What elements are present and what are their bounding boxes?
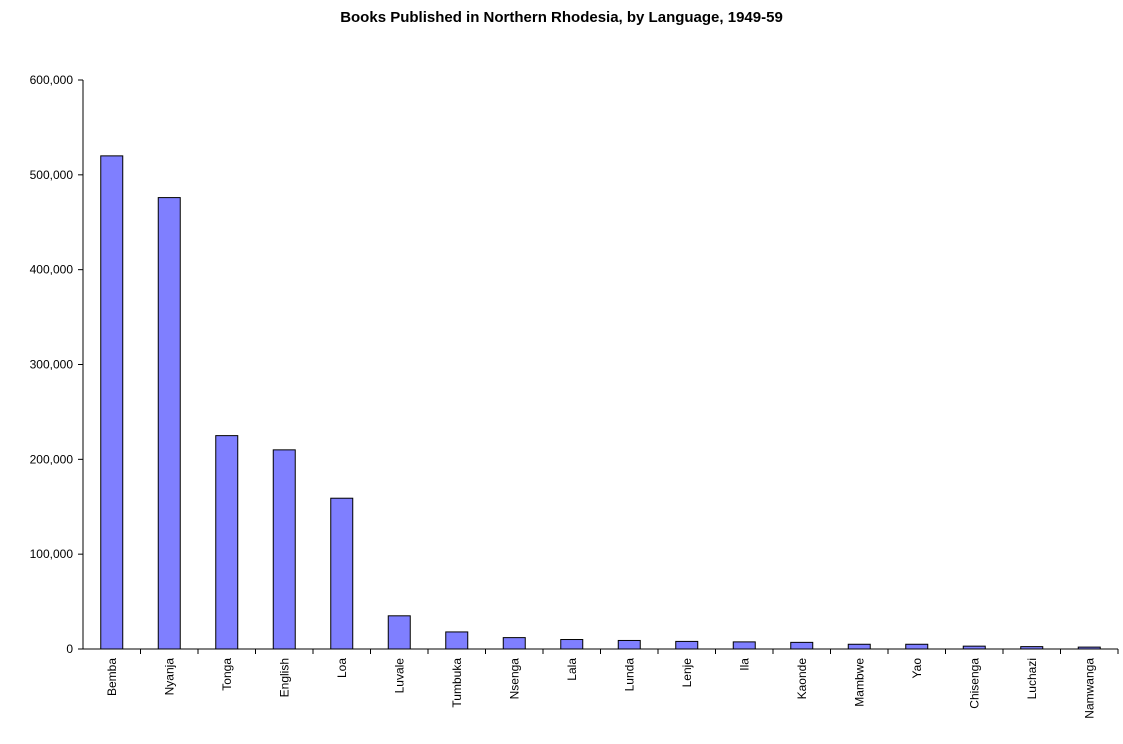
bar-bemba: [100, 155, 124, 650]
x-tick-label: Nyanja: [162, 658, 176, 696]
y-tick-label: 0: [66, 642, 73, 656]
x-tick-label: Bemba: [105, 658, 119, 696]
x-tick-label: Chisenga: [967, 658, 981, 709]
bar-english: [272, 449, 296, 650]
bar-tonga: [215, 435, 239, 650]
bar-namwanga: [1077, 646, 1101, 650]
x-tick-label: Yao: [910, 658, 924, 679]
y-tick-label: 300,000: [30, 358, 74, 372]
x-tick-label: Luvale: [392, 658, 406, 694]
x-tick-label: Ila: [737, 658, 751, 671]
x-tick-label: Tumbuka: [450, 658, 464, 708]
bar-kaonde: [790, 641, 814, 650]
bar-lunda: [617, 639, 641, 650]
bar-lala: [560, 639, 584, 650]
x-tick-label: Luchazi: [1025, 658, 1039, 699]
x-tick-label: Nsenga: [507, 658, 521, 700]
bar-ila: [732, 641, 756, 650]
bar-tumbuka: [445, 631, 469, 650]
y-tick-label: 600,000: [30, 73, 74, 87]
x-tick-label: Lunda: [622, 658, 636, 692]
bar-lenje: [675, 640, 699, 650]
bars-group: [100, 155, 1101, 650]
x-axis-labels: Bemba Nyanja Tonga English Loa Luvale Tumbuka N…: [105, 649, 1119, 719]
y-tick-label: 500,000: [30, 168, 74, 182]
bar-nyanja: [157, 197, 181, 650]
bar-luchazi: [1020, 646, 1044, 650]
y-axis-ticks: 0 100,000 200,000 300,000 400,000 500,000 600,…: [30, 73, 83, 656]
chart-title: Books Published in Northern Rhodesia, by…: [340, 9, 783, 26]
x-tick-label: Mambwe: [852, 658, 866, 707]
x-tick-label: Kaonde: [795, 658, 809, 700]
y-tick-label: 100,000: [30, 547, 74, 561]
x-tick-label: Loa: [335, 658, 349, 678]
x-tick-label: Tonga: [220, 658, 234, 691]
bar-loa: [330, 497, 354, 650]
x-tick-label: Lenje: [680, 658, 694, 688]
bar-nsenga: [502, 637, 526, 650]
bar-yao: [905, 643, 929, 650]
x-tick-label: Lala: [565, 658, 579, 681]
x-tick-label: English: [277, 658, 291, 697]
y-tick-label: 400,000: [30, 263, 74, 277]
bar-luvale: [387, 615, 411, 650]
bar-mambwe: [847, 643, 871, 650]
y-tick-label: 200,000: [30, 452, 74, 466]
x-tick-label: Namwanga: [1082, 658, 1096, 719]
bar-chisenga: [962, 645, 986, 650]
